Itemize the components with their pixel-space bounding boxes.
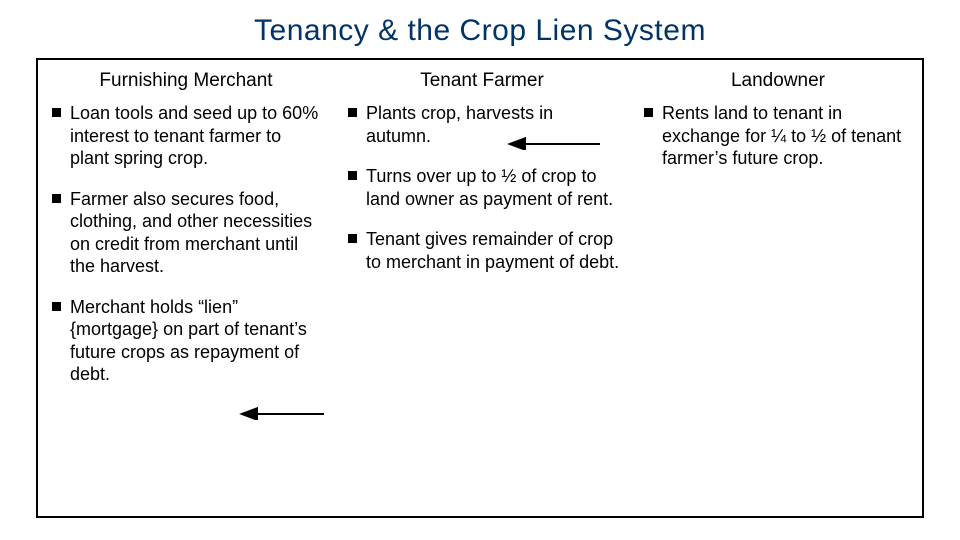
diagram-frame: Furnishing Merchant Loan tools and seed …	[36, 58, 924, 518]
slide-title: Tenancy & the Crop Lien System	[0, 0, 960, 58]
arrow-landowner-to-farmer	[38, 60, 926, 520]
